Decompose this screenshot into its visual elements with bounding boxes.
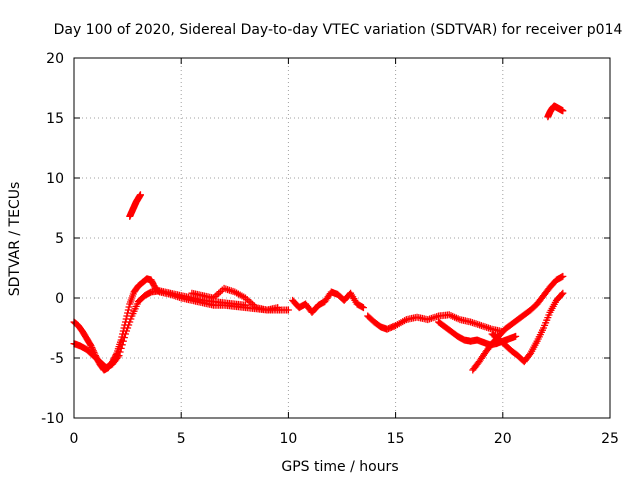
data-point — [117, 344, 125, 352]
x-tick-label: 20 — [494, 431, 512, 447]
data-point — [125, 321, 133, 329]
data-point — [120, 334, 128, 342]
y-tick-label: 10 — [46, 171, 64, 187]
data-point — [119, 337, 127, 345]
y-tick-label: -10 — [41, 411, 64, 427]
data-point — [242, 301, 250, 309]
data-point — [274, 304, 282, 312]
y-tick-label: 0 — [55, 291, 64, 307]
data-point — [512, 332, 520, 340]
data-point — [115, 352, 123, 360]
data-point — [116, 348, 124, 356]
data-points — [70, 102, 567, 374]
x-axis-label: GPS time / hours — [281, 459, 398, 475]
data-point — [559, 289, 567, 297]
axis-ticks: 0 5 10 15 20 25 -10 -5 0 5 10 15 20 — [41, 51, 619, 447]
data-point — [136, 191, 144, 199]
data-point — [121, 330, 129, 338]
y-tick-label: 15 — [46, 111, 64, 127]
y-tick-label: 5 — [55, 231, 64, 247]
y-axis-label: SDTVAR / TECUs — [7, 182, 23, 297]
data-point — [124, 324, 132, 332]
chart-title: Day 100 of 2020, Sidereal Day-to-day VTE… — [54, 22, 623, 38]
x-tick-label: 10 — [279, 431, 297, 447]
x-tick-label: 5 — [177, 431, 186, 447]
y-tick-label: 20 — [46, 51, 64, 67]
x-tick-label: 15 — [387, 431, 405, 447]
data-point — [88, 344, 96, 352]
data-point — [125, 303, 133, 311]
data-point — [558, 290, 566, 298]
data-point — [124, 306, 132, 314]
data-point — [359, 304, 367, 312]
data-point — [87, 342, 95, 350]
x-tick-label: 0 — [70, 431, 79, 447]
data-point — [284, 306, 292, 314]
data-point — [114, 353, 122, 361]
data-point — [127, 315, 135, 323]
data-point — [126, 318, 134, 326]
data-point — [123, 327, 131, 335]
data-point — [559, 272, 567, 280]
data-point — [118, 341, 126, 349]
y-tick-label: -5 — [50, 351, 64, 367]
data-point — [559, 107, 567, 115]
x-tick-label: 25 — [601, 431, 619, 447]
